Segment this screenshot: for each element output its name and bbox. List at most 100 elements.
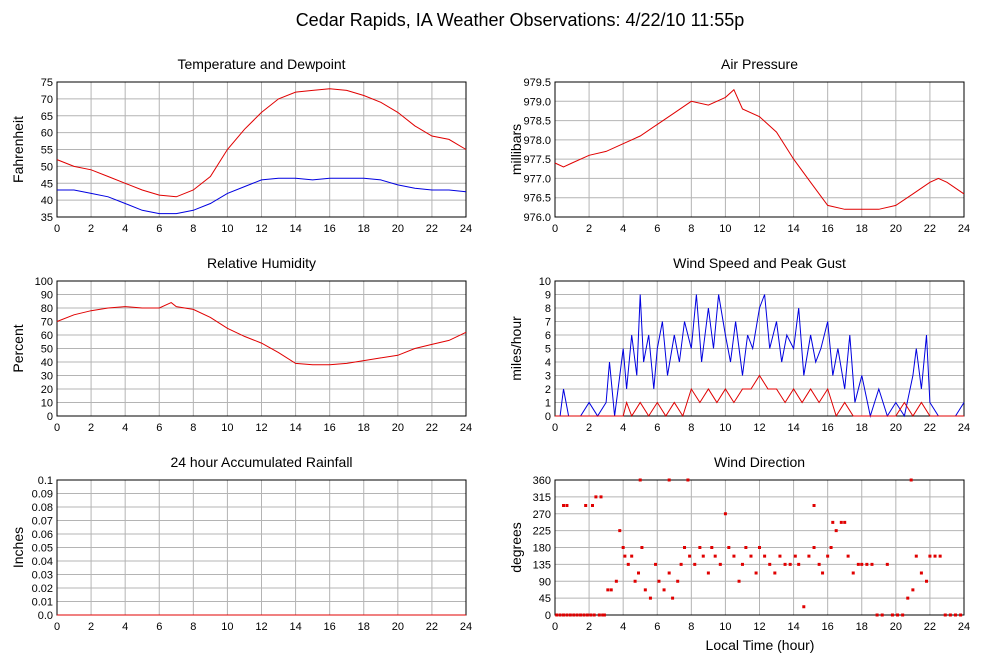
x-tick-label: 12 [255, 621, 267, 633]
x-tick-label: 20 [890, 621, 902, 633]
y-tick-label: 0.0 [38, 610, 53, 622]
scatter-point [562, 504, 566, 507]
scatter-point [676, 579, 680, 583]
scatter-point [851, 571, 855, 575]
scatter-point [754, 571, 758, 575]
plot-frame [554, 280, 965, 417]
series-line-0 [555, 294, 965, 418]
scatter-point [914, 554, 918, 558]
scatter-point [749, 554, 753, 558]
x-tick-label: 22 [426, 621, 438, 633]
chart-title: Wind Speed and Peak Gust [673, 255, 846, 271]
scatter-point [763, 554, 767, 558]
scatter-point [589, 613, 593, 617]
scatter-point [713, 554, 717, 558]
x-tick-label: 16 [822, 621, 834, 633]
shared-x-axis-label: Local Time (hour) [706, 637, 815, 653]
x-tick-label: 4 [620, 422, 626, 434]
scatter-point [562, 613, 566, 617]
scatter-point [875, 613, 879, 617]
x-tick-label: 2 [88, 422, 94, 434]
x-tick-label: 18 [856, 223, 868, 235]
y-tick-label: 976.5 [523, 193, 551, 205]
x-tick-label: 20 [392, 621, 404, 633]
x-tick-label: 6 [654, 422, 660, 434]
x-tick-label: 0 [54, 422, 60, 434]
scatter-point [667, 571, 671, 575]
x-tick-label: 6 [156, 621, 162, 633]
scatter-point [667, 478, 671, 482]
y-tick-label: 7 [545, 317, 551, 329]
scatter-point [602, 613, 606, 617]
x-tick-label: 22 [924, 422, 936, 434]
x-tick-label: 12 [255, 223, 267, 235]
y-tick-label: 225 [533, 526, 551, 538]
chart-title: Relative Humidity [207, 255, 316, 271]
y-tick-label: 978.0 [523, 135, 551, 147]
y-axis-label: Percent [10, 324, 26, 372]
scatter-point [928, 554, 932, 558]
y-tick-label: 0.02 [32, 583, 53, 595]
x-tick-label: 8 [688, 422, 694, 434]
chart-relative-humidity: 0 2 4 6 8 10 12 14 16 18 20 22 240102030405060708090… [10, 255, 472, 434]
y-tick-label: 10 [539, 276, 551, 288]
scatter-point [788, 562, 792, 566]
scatter-point [826, 554, 830, 558]
y-tick-label: 9 [545, 290, 551, 302]
scatter-point [953, 613, 957, 617]
x-tick-label: 10 [221, 223, 233, 235]
y-tick-label: 0 [545, 610, 551, 622]
y-tick-label: 60 [41, 128, 53, 140]
x-tick-label: 20 [392, 223, 404, 235]
x-tick-label: 6 [156, 422, 162, 434]
y-tick-label: 979.5 [523, 77, 551, 89]
x-tick-label: 14 [289, 422, 301, 434]
y-axis-label: Inches [10, 527, 26, 568]
x-tick-label: 0 [552, 621, 558, 633]
x-tick-label: 12 [255, 422, 267, 434]
scatter-point [710, 546, 714, 549]
scatter-point [609, 588, 613, 592]
x-tick-label: 4 [122, 621, 128, 633]
x-tick-label: 14 [787, 422, 799, 434]
scatter-point [768, 562, 772, 566]
x-tick-label: 14 [787, 621, 799, 633]
scatter-point [618, 529, 622, 533]
y-tick-label: 10 [41, 398, 53, 410]
x-tick-label: 24 [460, 422, 472, 434]
x-tick-label: 16 [822, 223, 834, 235]
scatter-point [621, 546, 625, 549]
y-tick-label: 0.05 [32, 543, 53, 555]
scatter-point [737, 579, 741, 583]
y-tick-label: 1 [545, 398, 551, 410]
y-tick-label: 20 [41, 384, 53, 396]
x-tick-label: 4 [122, 422, 128, 434]
series-line-1 [57, 177, 467, 215]
y-tick-label: 60 [41, 330, 53, 342]
y-tick-label: 6 [545, 330, 551, 342]
y-tick-label: 0.06 [32, 529, 53, 541]
scatter-point [831, 520, 835, 524]
x-tick-label: 10 [221, 621, 233, 633]
y-tick-label: 90 [539, 576, 551, 588]
scatter-point [778, 554, 782, 558]
y-tick-label: 270 [533, 509, 551, 521]
scatter-point [793, 554, 797, 558]
x-tick-label: 24 [460, 621, 472, 633]
scatter-point [606, 588, 610, 592]
y-tick-label: 0.07 [32, 516, 53, 528]
scatter-point [601, 613, 605, 617]
y-tick-label: 50 [41, 161, 53, 173]
x-tick-label: 8 [190, 621, 196, 633]
x-tick-label: 20 [890, 422, 902, 434]
x-tick-label: 0 [54, 621, 60, 633]
y-tick-label: 40 [41, 195, 53, 207]
x-tick-label: 20 [392, 422, 404, 434]
y-tick-label: 180 [533, 543, 551, 555]
series-line-0 [554, 88, 965, 210]
x-tick-label: 8 [190, 422, 196, 434]
scatter-point [599, 495, 603, 499]
x-tick-label: 18 [358, 422, 370, 434]
chart-accumulated-rainfall: 0 2 4 6 8 10 12 14 16 18 20 22 240.00.010.020.030.04… [10, 454, 472, 633]
x-tick-label: 6 [156, 223, 162, 235]
